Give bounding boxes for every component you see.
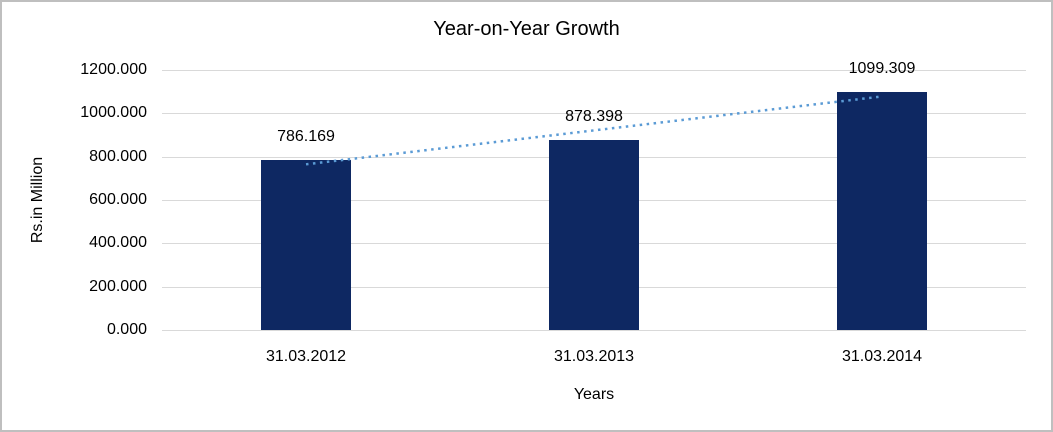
x-tick-label: 31.03.2013 [553, 348, 635, 365]
y-tick-label: 1000.000 [80, 104, 147, 122]
x-axis-title: Years [573, 386, 615, 403]
bar [261, 159, 351, 330]
bar-data-label: 1099.309 [848, 59, 916, 77]
y-tick-label: 200.000 [89, 277, 147, 295]
gridline [162, 330, 1026, 331]
chart-title: Year-on-Year Growth [433, 18, 620, 40]
x-tick-label: 31.03.2012 [265, 348, 347, 365]
y-tick-label: 600.000 [89, 191, 147, 208]
y-tick-label: 0.000 [106, 321, 147, 338]
bar [549, 139, 639, 330]
y-tick-label: 1200.000 [80, 61, 147, 78]
x-tick-label: 31.03.2014 [841, 348, 923, 365]
gridline [162, 70, 1026, 71]
bar-data-label: 878.398 [565, 107, 623, 125]
y-tick-label: 800.000 [89, 147, 147, 165]
y-tick-label: 400.000 [89, 234, 147, 252]
bar [837, 91, 927, 330]
bar-data-label: 786.169 [277, 127, 335, 145]
